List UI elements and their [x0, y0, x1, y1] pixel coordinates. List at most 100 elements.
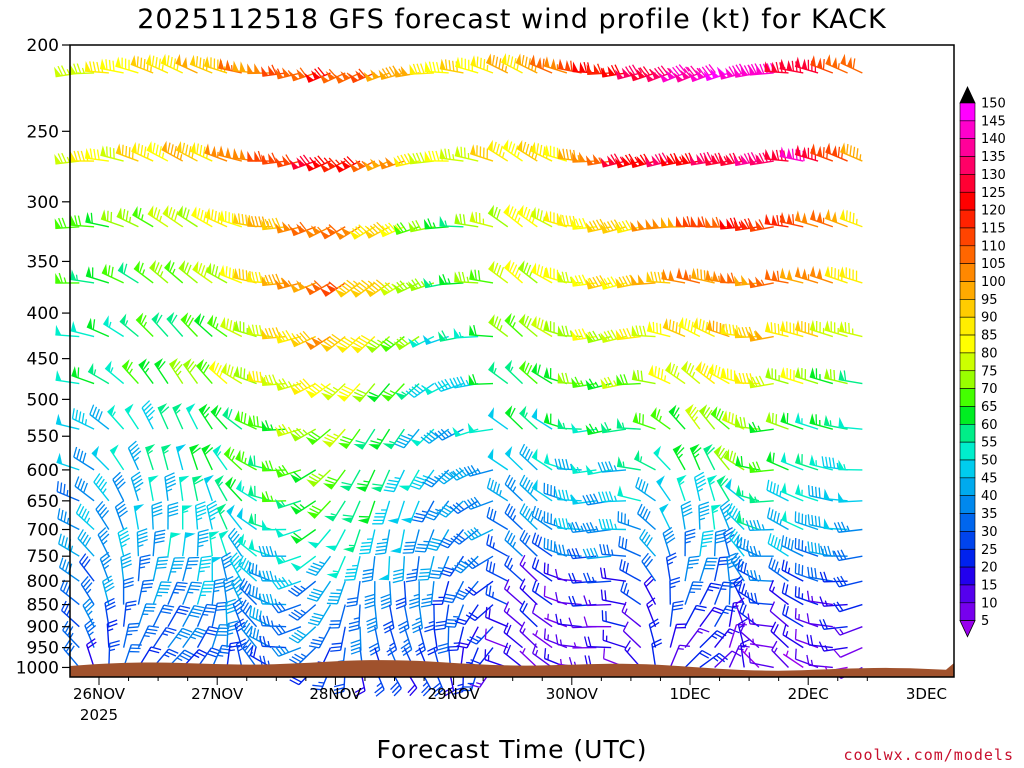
barb-shaft	[839, 603, 863, 613]
barb-flag	[525, 208, 531, 220]
barb-flag	[191, 581, 203, 584]
barb-flag	[367, 285, 376, 294]
barb-flag	[431, 150, 436, 162]
barb-flag	[441, 506, 452, 513]
barb-flag	[229, 552, 238, 561]
wind-barb	[271, 576, 302, 590]
barb-shaft	[519, 539, 538, 557]
barb-flag	[470, 498, 478, 508]
barb-shaft	[164, 476, 169, 501]
barb-flag	[158, 360, 166, 370]
barb-pennant	[172, 403, 183, 413]
wind-barb	[680, 500, 693, 530]
barb-pennant	[764, 61, 771, 72]
barb-flag	[710, 582, 722, 586]
barb-flag	[61, 600, 67, 611]
barb-pennant	[161, 53, 167, 66]
barb-half-flag	[522, 561, 526, 568]
barb-flag	[385, 67, 392, 77]
barb-flag	[743, 153, 750, 164]
barb-flag	[668, 68, 677, 78]
barb-flag	[172, 360, 181, 370]
barb-flag	[505, 644, 512, 655]
barb-flag	[558, 517, 562, 529]
barb-flag	[138, 262, 144, 273]
barb-pennant	[795, 483, 801, 496]
barb-flag	[737, 618, 748, 625]
wind-barb	[119, 313, 139, 338]
wind-barb	[235, 449, 257, 471]
barb-flag	[496, 264, 502, 276]
wind-barb	[488, 260, 509, 284]
barb-flag	[519, 503, 526, 514]
barb-flag	[637, 503, 643, 514]
wind-barb	[637, 503, 656, 531]
barb-flag	[388, 479, 399, 483]
colorbar-label: 110	[981, 239, 1006, 254]
barb-flag	[483, 59, 486, 70]
colorbar-swatch	[959, 388, 976, 407]
barb-flag	[137, 535, 148, 541]
barb-shaft	[707, 477, 716, 502]
barb-flag	[244, 583, 251, 593]
barb-flag	[521, 477, 528, 488]
barb-shaft	[75, 512, 95, 531]
barb-shaft	[418, 626, 426, 651]
wind-barb	[231, 575, 245, 605]
barb-shaft	[137, 603, 147, 627]
barb-flag	[81, 556, 89, 566]
wind-barb	[234, 410, 257, 430]
barb-pennant	[585, 155, 594, 166]
wind-barb	[600, 329, 627, 343]
barb-half-flag	[190, 636, 196, 640]
barb-flag	[772, 452, 775, 464]
barb-flag	[833, 602, 840, 613]
barb-pennant	[325, 71, 336, 81]
barb-pennant	[366, 395, 378, 402]
barb-flag	[542, 58, 545, 70]
wind-barb	[220, 362, 243, 385]
barb-flag	[327, 476, 338, 482]
barb-half-flag	[569, 276, 573, 283]
colorbar-swatch	[959, 477, 976, 497]
barb-flag	[251, 216, 256, 227]
barb-flag	[200, 559, 212, 562]
barb-flag	[506, 54, 511, 66]
wind-barb	[703, 443, 716, 471]
barb-flag	[269, 570, 274, 582]
barb-flag	[524, 448, 531, 459]
wind-barb	[685, 403, 701, 430]
barb-flag	[311, 431, 321, 439]
barb-flag	[116, 503, 126, 511]
barb-half-flag	[675, 413, 680, 420]
colorbar-swatch	[959, 423, 976, 443]
wind-barb	[651, 638, 663, 668]
wind-barb	[101, 263, 124, 284]
barb-pennant	[134, 260, 141, 273]
barb-pennant	[629, 71, 639, 81]
barb-flag	[288, 636, 299, 644]
barb-flag	[435, 150, 440, 162]
wind-barb	[117, 261, 139, 284]
barb-half-flag	[86, 588, 92, 594]
barb-flag	[653, 271, 658, 283]
barb-shaft	[519, 650, 538, 668]
wind-barb	[665, 361, 686, 385]
wind-barb	[77, 529, 95, 557]
barb-flag	[531, 532, 537, 543]
barb-half-flag	[634, 156, 639, 163]
wind-barb	[409, 469, 435, 490]
barb-flag	[696, 482, 707, 489]
barb-pennant	[237, 507, 243, 520]
barb-flag	[519, 443, 526, 454]
wind-barb	[135, 312, 154, 338]
wind-barb	[120, 552, 132, 582]
barb-half-flag	[771, 586, 776, 593]
barb-flag	[258, 615, 263, 626]
barb-shaft	[749, 623, 774, 628]
wind-barb	[639, 528, 657, 557]
barb-flag	[750, 151, 757, 162]
barb-pennant	[725, 67, 734, 78]
barb-shaft	[219, 273, 243, 284]
barb-flag	[588, 221, 596, 231]
